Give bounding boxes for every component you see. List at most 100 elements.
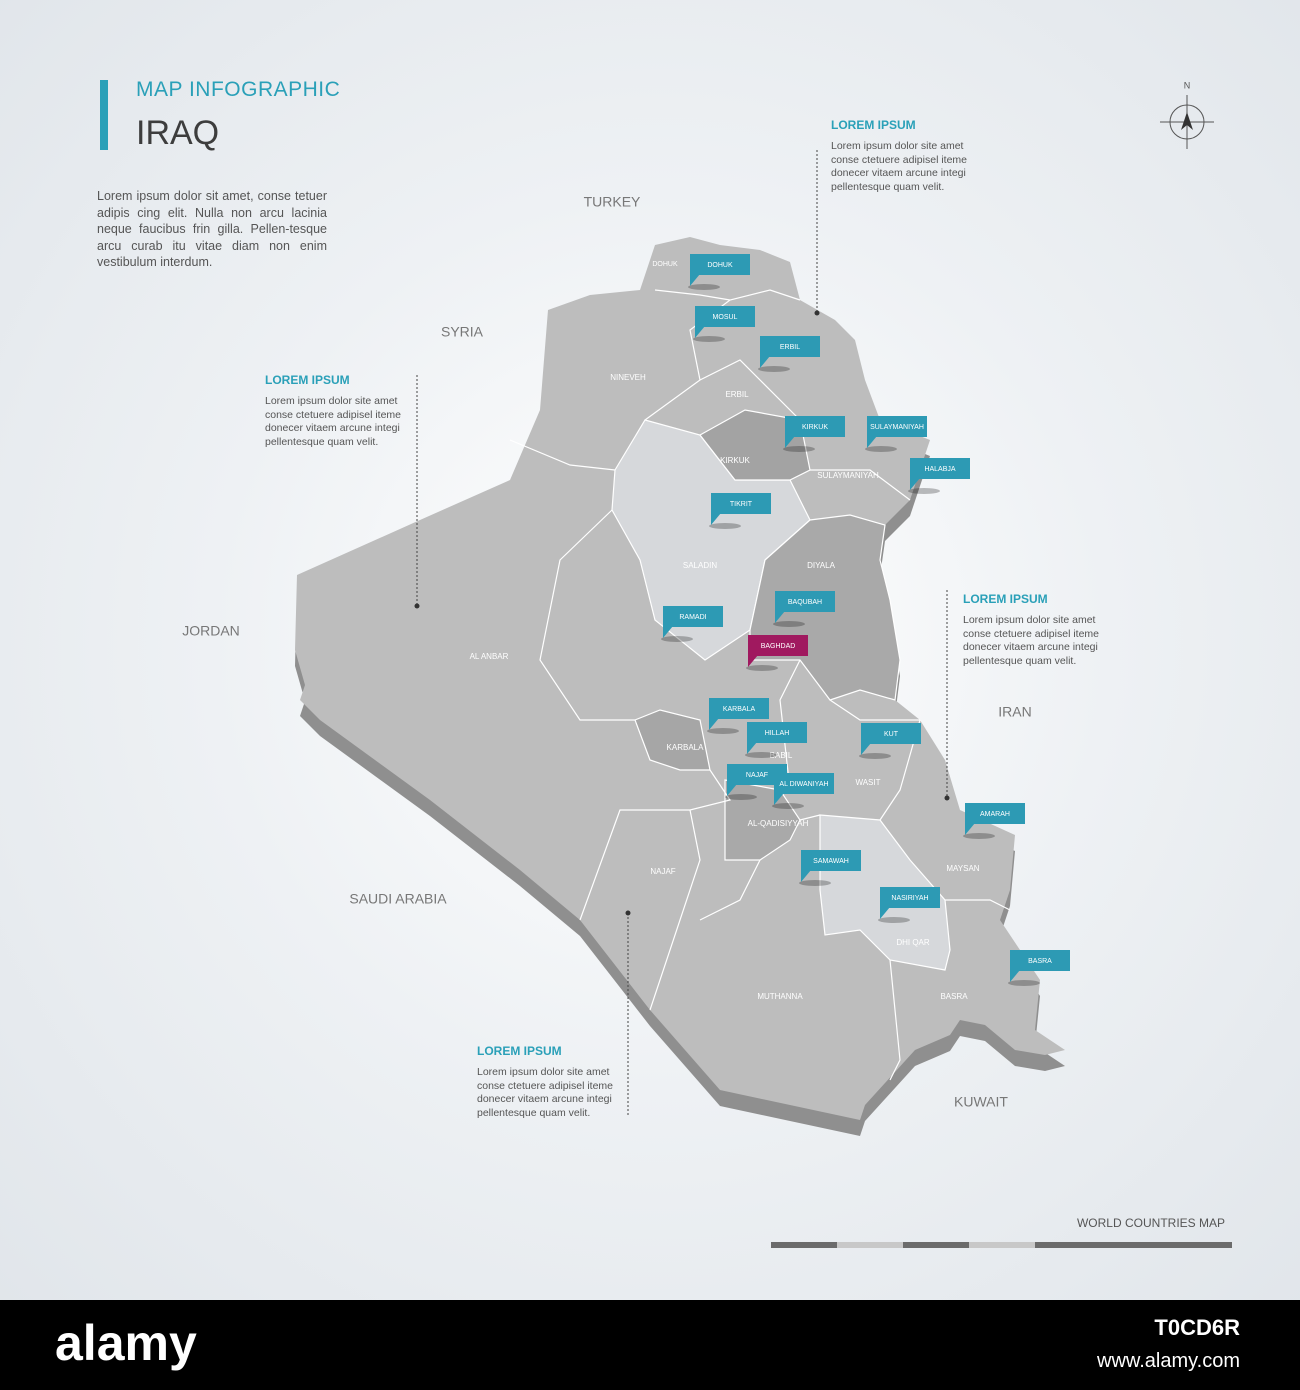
- compass-label: N: [1184, 80, 1191, 90]
- region-border: [810, 469, 911, 501]
- callout: LOREM IPSUM Lorem ipsum dolor site amet c…: [963, 592, 1113, 668]
- flag-shadow: [1008, 980, 1040, 986]
- city-flag: [760, 336, 820, 357]
- flag-shadow: [707, 728, 739, 734]
- city-label: AL DIWANIYAH: [779, 781, 828, 788]
- flag-shadow: [688, 284, 720, 290]
- city-flag: [711, 493, 771, 514]
- city-label: SAMAWAH: [813, 858, 849, 865]
- scale-bar: [969, 1242, 1035, 1248]
- flag-shadow: [746, 665, 778, 671]
- city-label: NAJAF: [746, 772, 768, 779]
- callout-heading: LOREM IPSUM: [963, 592, 1048, 606]
- flag-shadow: [725, 794, 757, 800]
- region-border: [779, 659, 801, 791]
- callout-heading: LOREM IPSUM: [831, 118, 916, 132]
- city-flag: [709, 698, 769, 719]
- region-label: MUTHANNA: [757, 992, 803, 1001]
- callout-dot: [414, 603, 420, 609]
- flag-shadow: [709, 523, 741, 529]
- city-label: KIRKUK: [802, 424, 828, 431]
- neighbor-label: SYRIA: [441, 324, 484, 340]
- city-label: BAGHDAD: [761, 643, 796, 650]
- city-label: SULAYMANIYAH: [870, 424, 924, 431]
- map: TURKEY SYRIA JORDAN SAUDI ARABIA KUWAIT IRAN D…: [100, 80, 1232, 1248]
- city-flag: [1010, 950, 1070, 971]
- flag-pin: [748, 655, 758, 667]
- city-label: TIKRIT: [730, 501, 753, 508]
- banner: alamy T0CD6R www.alamy.com: [0, 1300, 1300, 1390]
- title-accent: [100, 80, 108, 150]
- flag-pin: [867, 436, 877, 448]
- region-label: DOHUK: [652, 261, 678, 268]
- flag-shadow: [878, 917, 910, 923]
- callout-text: Lorem ipsum dolor site amet conse ctetue…: [963, 614, 1099, 667]
- title: IRAQ: [136, 114, 220, 152]
- callout-text: Lorem ipsum dolor site amet conse ctetue…: [265, 395, 401, 448]
- flag-shadow: [908, 488, 940, 494]
- region-border: [649, 809, 701, 1011]
- flag-pin: [690, 274, 700, 286]
- city-flag: [690, 254, 750, 275]
- city-flag: [695, 306, 755, 327]
- flag-shadow: [758, 366, 790, 372]
- footer-label: WORLD COUNTRIES MAP: [1076, 1216, 1225, 1230]
- region-label: ERBIL: [725, 390, 749, 399]
- city-label: NASIRIYAH: [891, 895, 928, 902]
- callout-dot: [944, 795, 950, 801]
- flag-pin: [910, 478, 920, 490]
- flag-shadow: [773, 621, 805, 627]
- city-label: RAMADI: [679, 614, 706, 621]
- description: Lorem ipsum dolor sit amet, conse tetuer…: [97, 189, 327, 269]
- city-flag: [775, 591, 835, 612]
- city-label: HILLAH: [765, 730, 790, 737]
- flag-pin: [880, 907, 890, 919]
- callout-dot: [625, 910, 631, 916]
- country-shape: [295, 237, 1065, 1120]
- overlay: TURKEY SYRIA JORDAN SAUDI ARABIA KUWAIT IRAN D…: [182, 80, 1232, 1248]
- region-label: DHI QAR: [896, 938, 930, 947]
- city-flag: [965, 803, 1025, 824]
- flag-shadow: [783, 446, 815, 452]
- city-flag: [801, 850, 861, 871]
- region-label: MAYSAN: [946, 864, 979, 873]
- flag-pin: [801, 870, 811, 882]
- image-id: T0CD6R: [1154, 1315, 1240, 1340]
- region-label: SALADIN: [683, 561, 717, 570]
- flag-pin: [747, 742, 757, 754]
- region-border: [509, 439, 616, 471]
- scale-bar: [903, 1242, 969, 1248]
- flag-pin: [663, 626, 673, 638]
- region-label: SULAYMANIYAH: [817, 471, 879, 480]
- region-border: [699, 859, 761, 921]
- subtitle: MAP INFOGRAPHIC: [136, 78, 341, 101]
- site: www.alamy.com: [1097, 1350, 1240, 1372]
- callout-heading: LOREM IPSUM: [265, 373, 350, 387]
- flag-shadow: [865, 446, 897, 452]
- region-label: KIRKUK: [720, 456, 750, 465]
- region-border: [829, 699, 920, 721]
- flag-pin: [727, 784, 737, 796]
- neighbor-label: TURKEY: [584, 194, 641, 210]
- region-label: AL ANBAR: [470, 652, 509, 661]
- flag-pin: [774, 793, 784, 805]
- city-label: AMARAH: [980, 811, 1010, 818]
- region-label: BABIL: [770, 751, 793, 760]
- scale-bar: [771, 1242, 837, 1248]
- city-flag: [663, 606, 723, 627]
- city-label: BAQUBAH: [788, 599, 822, 606]
- flag-pin: [709, 718, 719, 730]
- city-flag: [785, 416, 845, 437]
- callout-text: Lorem ipsum dolor site amet conse ctetue…: [831, 140, 967, 193]
- region-border: [539, 509, 635, 721]
- region-label: NAJAF: [650, 867, 675, 876]
- city-label: KARBALA: [723, 706, 756, 713]
- flag-pin: [695, 326, 705, 338]
- city-label: ERBIL: [780, 344, 800, 351]
- city-flag: [910, 458, 970, 479]
- region-label: DIYALA: [807, 561, 836, 570]
- region-label: NINEVEH: [610, 373, 646, 382]
- flag-pin: [861, 743, 871, 755]
- callout: LOREM IPSUM Lorem ipsum dolor site amet c…: [265, 373, 415, 449]
- flag-shadow: [772, 803, 804, 809]
